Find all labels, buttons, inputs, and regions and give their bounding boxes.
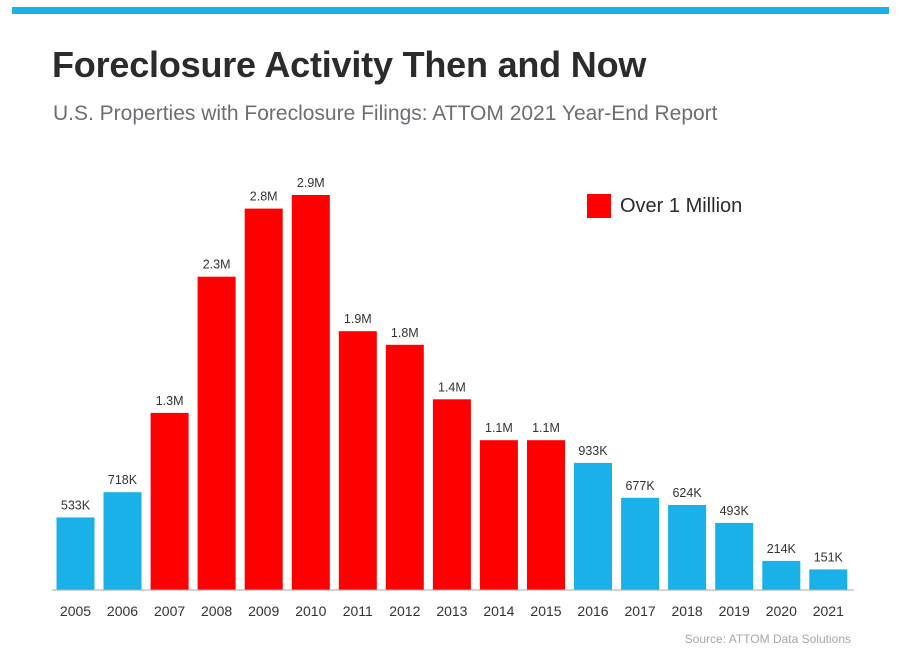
- x-tick-label: 2006: [107, 603, 138, 619]
- x-tick-label: 2011: [343, 603, 373, 619]
- x-tick-label: 2005: [60, 603, 91, 619]
- x-tick-label: 2021: [813, 603, 844, 619]
- chart-subtitle: U.S. Properties with Foreclosure Filings…: [53, 102, 718, 125]
- bar-value-label: 1.8M: [391, 326, 419, 340]
- bar-value-label: 214K: [767, 542, 797, 556]
- bar-value-label: 2.3M: [203, 258, 231, 272]
- x-tick-label: 2017: [625, 603, 656, 619]
- x-tick-label: 2012: [389, 603, 420, 619]
- x-tick-label: 2014: [483, 603, 514, 619]
- bar-value-label: 1.4M: [438, 380, 466, 394]
- bar-value-label: 624K: [672, 486, 702, 500]
- x-tick-label: 2018: [672, 603, 703, 619]
- legend-swatch: [587, 194, 611, 218]
- bar-value-label: 151K: [814, 550, 844, 564]
- chart-title: Foreclosure Activity Then and Now: [52, 44, 647, 85]
- bar-value-label: 1.1M: [485, 421, 513, 435]
- bar-2012: [385, 344, 424, 590]
- x-tick-label: 2020: [766, 603, 797, 619]
- bar-value-label: 1.1M: [532, 421, 560, 435]
- legend: Over 1 Million: [587, 194, 742, 218]
- x-tick-label: 2007: [154, 603, 185, 619]
- bar-2010: [291, 195, 330, 590]
- bar-2016: [574, 462, 612, 590]
- top-accent-bar: [12, 7, 889, 14]
- x-tick-label: 2010: [295, 603, 326, 619]
- bar-2018: [668, 505, 707, 590]
- bar-2015: [527, 440, 565, 590]
- x-tick-label: 2015: [530, 603, 561, 619]
- bar-2020: [762, 560, 801, 590]
- bar-value-label: 493K: [720, 504, 750, 518]
- bar-2019: [715, 522, 754, 590]
- source-note: Source: ATTOM Data Solutions: [684, 632, 851, 646]
- bar-value-label: 2.9M: [297, 176, 325, 190]
- x-tick-label: 2008: [201, 603, 232, 619]
- x-tick-label: 2009: [248, 603, 279, 619]
- bar-2005: [56, 517, 95, 590]
- x-tick-label: 2019: [719, 603, 750, 619]
- bar-2007: [150, 412, 189, 590]
- bar-value-label: 1.9M: [344, 312, 372, 326]
- bar-2011: [338, 331, 377, 590]
- x-tick-label: 2016: [577, 603, 608, 619]
- bar-2021: [809, 569, 848, 590]
- bar-2014: [479, 440, 518, 590]
- bar-value-label: 533K: [61, 498, 91, 512]
- bar-value-label: 2.8M: [250, 190, 278, 204]
- x-tick-label: 2013: [436, 603, 467, 619]
- bar-value-label: 677K: [625, 479, 655, 493]
- bar-value-label: 933K: [578, 444, 608, 458]
- bar-2013: [432, 399, 471, 590]
- bar-2017: [621, 497, 660, 590]
- bar-2009: [244, 208, 283, 590]
- bar-2006: [103, 492, 142, 590]
- bar-value-label: 718K: [108, 473, 138, 487]
- legend-label: Over 1 Million: [620, 194, 743, 217]
- bar-2008: [197, 276, 236, 590]
- bar-value-label: 1.3M: [156, 394, 184, 408]
